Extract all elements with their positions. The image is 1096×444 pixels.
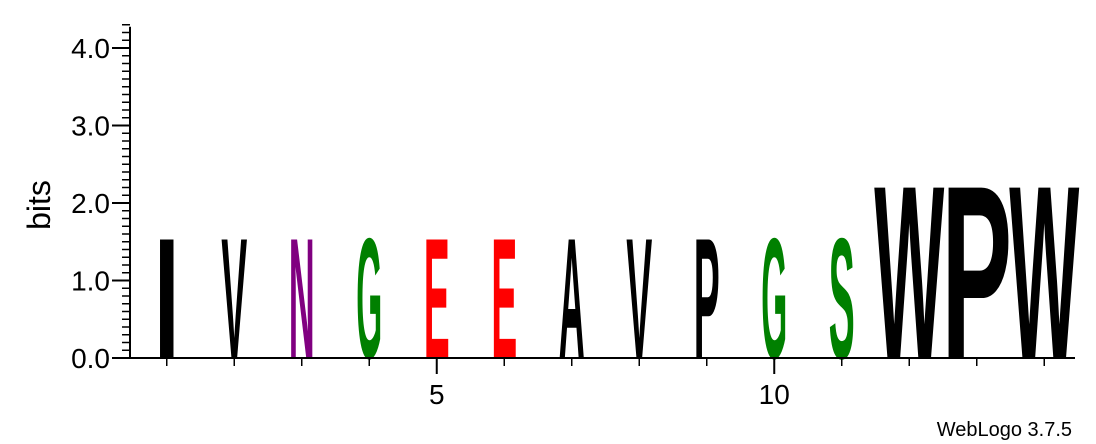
y-tick-label: 2.0 bbox=[71, 188, 110, 219]
logo-letter-p-pos-9: P bbox=[694, 204, 720, 396]
logo-letter-e-pos-6: E bbox=[491, 204, 517, 396]
y-axis-label: bits bbox=[21, 180, 57, 230]
logo-letters: I V N G E E A V P G S WPW bbox=[154, 134, 1080, 411]
y-tick-label: 0.0 bbox=[71, 343, 110, 374]
x-tick-label: 10 bbox=[759, 379, 790, 410]
axes: 0.0 1.0 2.0 3.0 4.0 5 10 bbox=[71, 24, 1075, 410]
y-tick-label: 4.0 bbox=[71, 33, 110, 64]
logo-letter-w-pos-12: W bbox=[874, 134, 944, 410]
logo-letter-g-pos-4: G bbox=[356, 204, 382, 396]
weblogo-credit: WebLogo 3.7.5 bbox=[937, 419, 1072, 441]
logo-letter-s-pos-11: S bbox=[829, 204, 855, 396]
logo-letter-n-pos-3: N bbox=[289, 203, 315, 395]
y-tick-label: 3.0 bbox=[71, 111, 110, 142]
logo-letter-w-pos-14: W bbox=[1009, 134, 1079, 410]
logo-letter-a-pos-7: A bbox=[559, 203, 585, 395]
x-tick-label: 5 bbox=[429, 379, 445, 410]
logo-letter-p-pos-13: P bbox=[942, 136, 1012, 412]
logo-letter-v-pos-2: V bbox=[221, 203, 247, 395]
y-tick-label: 1.0 bbox=[71, 266, 110, 297]
logo-letter-i-pos-1: I bbox=[154, 204, 180, 395]
logo-letter-v-pos-8: V bbox=[626, 203, 652, 395]
